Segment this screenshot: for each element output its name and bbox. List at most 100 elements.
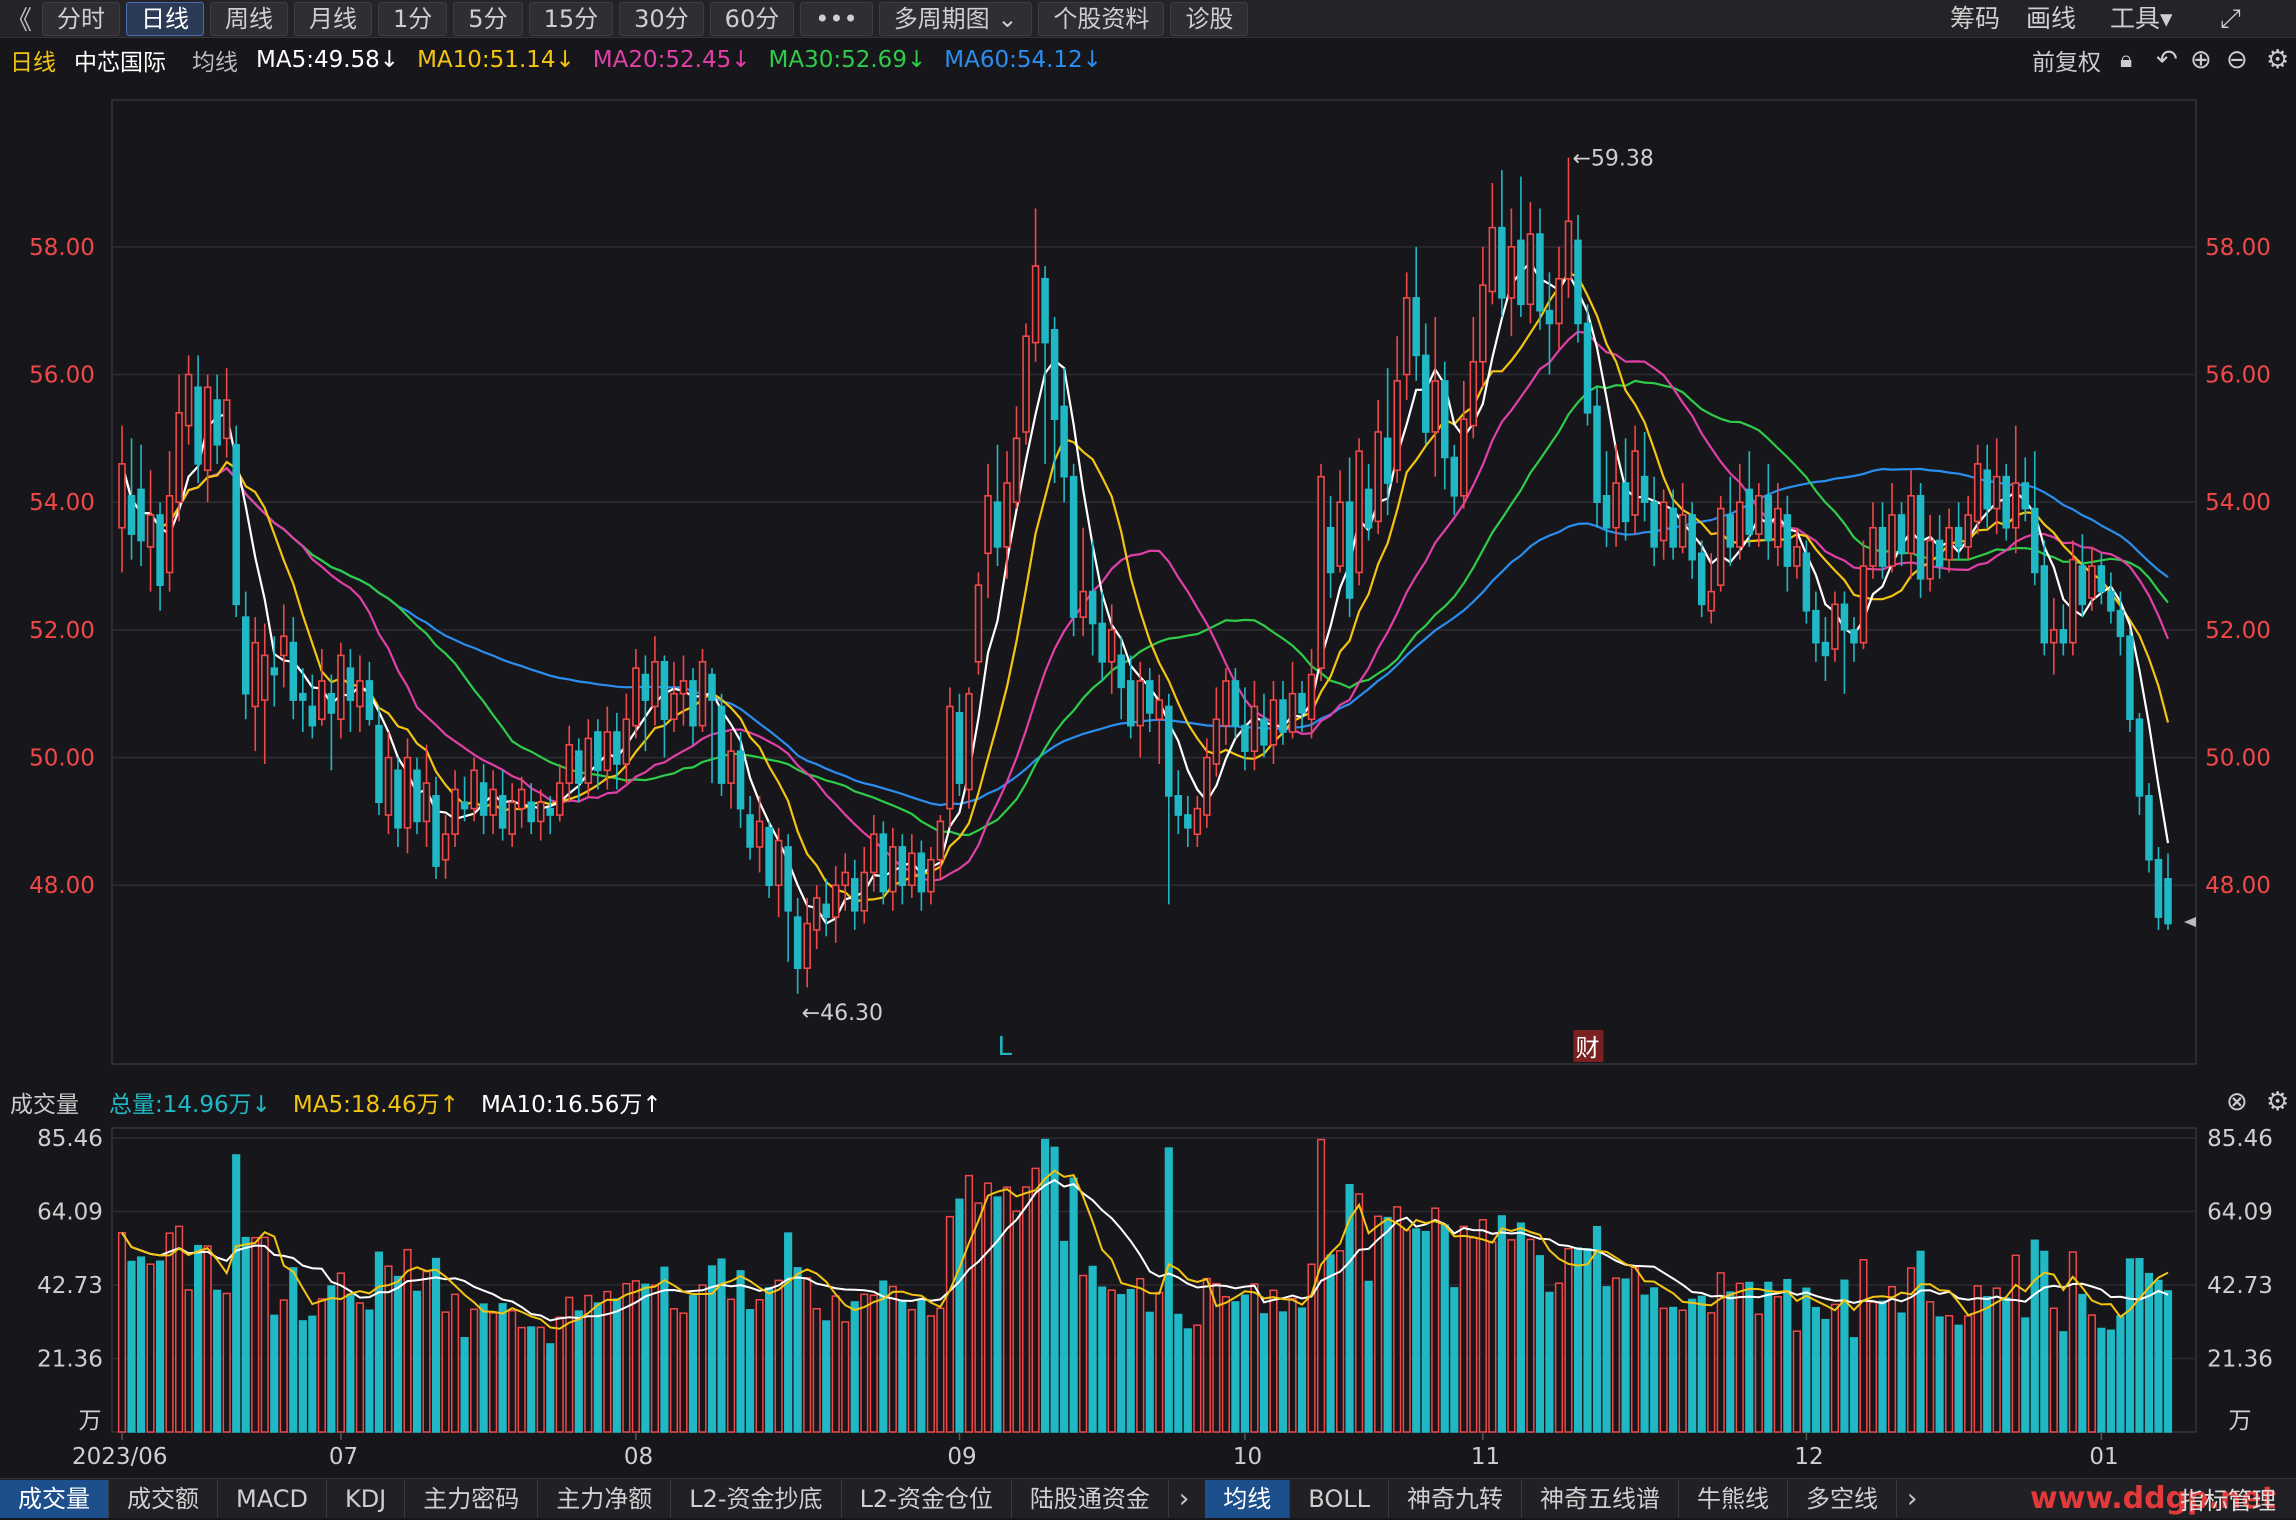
period-button-10[interactable]: 多周期图 ⌄ [878,1,1033,36]
undo-icon[interactable]: ↶ [2156,45,2178,75]
candle-body [641,673,650,701]
overlay-tab-2[interactable]: 神奇九转 [1389,1479,1522,1518]
period-button-5[interactable]: 5分 [453,1,523,36]
adjust-label[interactable]: 前复权 [2032,50,2101,76]
ma30-line [120,379,2169,837]
candle [2059,604,2068,656]
volume-bar [1459,1225,1468,1433]
volume-bar [1745,1281,1754,1433]
volume-bar [1174,1313,1183,1433]
candle [1593,387,1601,528]
volume-bar [165,1232,174,1433]
overlay-tab-4[interactable]: 牛熊线 [1679,1479,1788,1518]
period-button-0[interactable]: 分时 [42,1,121,36]
indicator-tab-7[interactable]: L2-资金仓位 [842,1479,1012,1518]
indicator-tab-6[interactable]: L2-资金抄底 [671,1479,842,1518]
candle [1060,368,1068,503]
event-marker-l[interactable]: L [997,1032,1012,1062]
period-button-7[interactable]: 30分 [619,1,704,36]
back-icon[interactable]: 《 [6,6,33,36]
settings-icon[interactable]: ⚙ [2266,45,2290,75]
volume-bar [831,1295,840,1433]
candle-body [689,680,697,727]
chevron-right-icon[interactable]: › [1178,1483,1190,1514]
candle [1069,463,1078,637]
event-marker-fin[interactable]: 财 [1576,1034,1600,1062]
close-icon[interactable]: ⊗ [2226,1087,2248,1117]
volume-bar [1478,1219,1487,1433]
volume-bar [1469,1237,1478,1433]
volume-settings-icon[interactable]: ⚙ [2266,1087,2290,1117]
lock-icon[interactable]: 🔒︎ [2120,47,2133,73]
candle [2097,553,2106,605]
overlay-tab-0[interactable]: 均线 [1205,1479,1291,1518]
candle-body [289,641,298,701]
volume-bar [2021,1317,2030,1433]
volume-bar [584,1294,593,1433]
candle-body [451,788,459,835]
period-button-3[interactable]: 月线 [294,1,373,36]
candle-body [651,661,659,708]
indicator-tab-5[interactable]: 主力净额 [538,1479,672,1518]
candle [1831,591,1839,662]
zoom-in-icon[interactable]: ⊕ [2190,45,2212,75]
candle-body [222,399,231,440]
period-button-11[interactable]: 个股资料 [1038,1,1165,36]
period-button-4[interactable]: 1分 [378,1,448,36]
volume-bar [1840,1279,1849,1433]
candle [879,821,888,905]
indicator-tab-2[interactable]: MACD [218,1479,327,1518]
indicator-tab-0[interactable]: 成交量 [0,1479,109,1518]
zoom-out-icon[interactable]: ⊖ [2226,45,2248,75]
indicator-tab-3[interactable]: KDJ [327,1479,406,1518]
volume-bar [260,1236,269,1433]
candle [1174,770,1183,835]
candle-body [1764,495,1773,542]
period-button-6[interactable]: 15分 [528,1,614,36]
volume-bar [489,1312,498,1433]
candle-body [1736,501,1744,548]
overlay-tab-5[interactable]: 多空线 [1788,1479,1897,1518]
volume-tick-right: 85.46 [2207,1126,2273,1152]
candle-body [1212,718,1221,765]
candle [1288,661,1297,739]
period-button-8[interactable]: 60分 [709,1,795,36]
candle [1117,636,1125,720]
indicator-tab-4[interactable]: 主力密码 [405,1479,539,1518]
candle [1269,680,1278,764]
volume-bar [1526,1238,1535,1433]
volume-bar [2106,1329,2115,1433]
volume-bar [974,1202,983,1433]
overlay-tab-1[interactable]: BOLL [1290,1479,1389,1518]
candle [1450,444,1459,515]
indicator-tab-1[interactable]: 成交额 [109,1479,218,1518]
indicator-tab-8[interactable]: 陆股通资金 [1012,1479,1169,1518]
period-button-9[interactable]: ••• [800,1,873,36]
candle [327,674,336,771]
candle-body [203,386,212,472]
volume-bar [945,1215,954,1433]
chips-button[interactable]: 筹码 [1950,4,2001,33]
period-button-12[interactable]: 诊股 [1170,1,1249,36]
period-button-1[interactable]: 日线 [126,1,205,36]
volume-tick-right: 42.73 [2207,1273,2273,1299]
drawing-button[interactable]: 画线 [2026,4,2077,33]
candle [1992,438,2001,535]
candle [1802,540,1811,624]
event-marker-fin-bg[interactable] [1573,1030,1604,1062]
x-tick-label: 2023/06 [72,1444,168,1470]
overlay-tab-3[interactable]: 神奇五线谱 [1522,1479,1679,1518]
volume-tick-left: 64.09 [37,1200,103,1226]
candle-body [1935,539,1944,567]
candle [1726,476,1735,567]
price-volume-chart[interactable]: 58.00 58.00 56.00 56.00 54.00 54.00 52.00 52.00… [0,0,2296,1478]
volume-panel-frame [111,1127,2197,1433]
candle-body [784,846,792,912]
expand-icon[interactable]: ⤢ [2220,4,2241,34]
volume-bar [412,1290,422,1433]
chevron-right-icon-2[interactable]: › [1906,1483,1918,1514]
period-button-2[interactable]: 周线 [210,1,289,36]
candle [1840,591,1849,694]
indicator-manage-button[interactable]: 指标管理 [2180,1487,2276,1515]
tools-button[interactable]: 工具▾ [2110,4,2173,33]
